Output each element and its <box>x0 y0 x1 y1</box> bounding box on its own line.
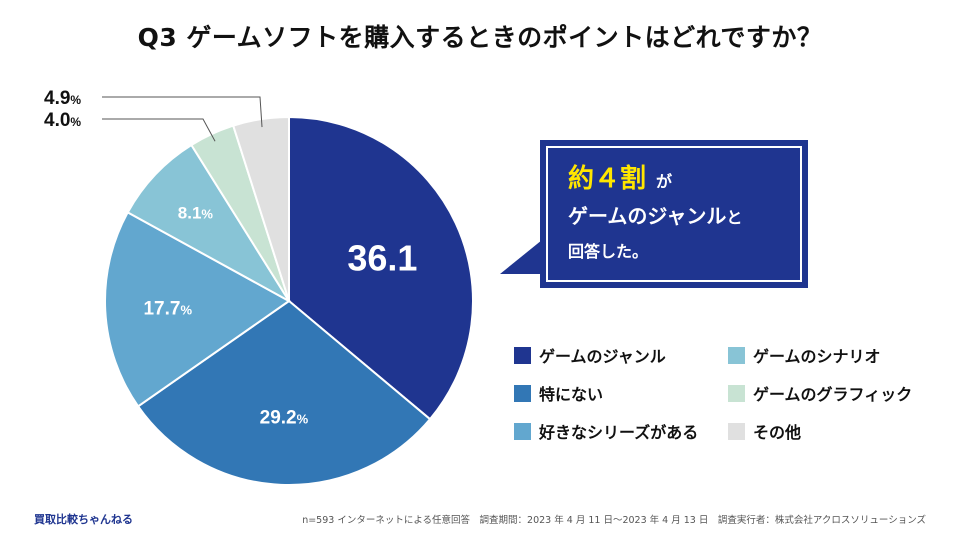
legend-swatch <box>514 346 531 364</box>
pie-slice-1 <box>288 115 474 421</box>
legend-item-2: 特にない <box>514 381 603 405</box>
legend-swatch <box>514 422 531 440</box>
legend-label: ゲームのジャンル <box>539 347 666 366</box>
legend-item-3: 好きなシリーズがある <box>514 419 698 443</box>
outside-label-6: 4.9% <box>44 88 81 109</box>
callout-line-1: 約４割が <box>568 162 800 199</box>
chart-title: Q3 ゲームソフトを購入するときのポイントはどれですか？ <box>137 23 823 52</box>
legend-swatch <box>514 384 531 402</box>
legend-item-4: ゲームのシナリオ <box>728 343 881 367</box>
callout-inner-frame: 約４割が ゲームのジャンルと 回答した。 <box>546 146 802 282</box>
legend-label: ゲームのグラフィック <box>753 385 913 404</box>
legend-item-1: ゲームのジャンル <box>514 343 666 367</box>
legend-label: ゲームのシナリオ <box>753 347 881 366</box>
slice-label-3: 17.7% <box>143 298 192 319</box>
callout-line-2: ゲームのジャンルと <box>568 199 800 235</box>
callout-highlight: 約４割 <box>568 164 647 194</box>
callout-genre-text: ゲームのジャンル <box>568 204 727 228</box>
leader-line-5 <box>102 118 216 142</box>
legend-swatch <box>728 346 745 364</box>
pie-slice-3 <box>104 210 291 408</box>
leader-line-6 <box>102 96 263 128</box>
footer-brand: 買取比較ちゃんねる <box>34 513 133 526</box>
legend-swatch <box>728 422 745 440</box>
legend-item-6: その他 <box>728 419 801 443</box>
slice-label-1: 36.1 <box>347 237 417 278</box>
callout-line-3: 回答した。 <box>568 242 649 261</box>
outside-label-5: 4.0% <box>44 110 81 131</box>
legend-label: 好きなシリーズがある <box>539 423 699 442</box>
callout-particle: が <box>656 172 673 191</box>
callout-box: 約４割が ゲームのジャンルと 回答した。 <box>540 140 808 288</box>
callout-particle-to: と <box>726 208 743 227</box>
pie-slice-2 <box>136 299 432 486</box>
slice-label-4: 8.1% <box>178 204 214 223</box>
slice-label-2: 29.2% <box>260 408 309 429</box>
legend-swatch <box>728 384 745 402</box>
pie-slice-4 <box>126 143 292 304</box>
callout-tail <box>500 240 542 274</box>
legend-label: 特にない <box>539 385 604 404</box>
legend-item-5: ゲームのグラフィック <box>728 381 912 405</box>
legend-label: その他 <box>753 423 802 442</box>
pie-slice-6 <box>231 115 290 302</box>
footer-survey-note: n=593 インターネットによる任意回答 調査期間：2023 年 4 月 11 … <box>302 515 926 526</box>
